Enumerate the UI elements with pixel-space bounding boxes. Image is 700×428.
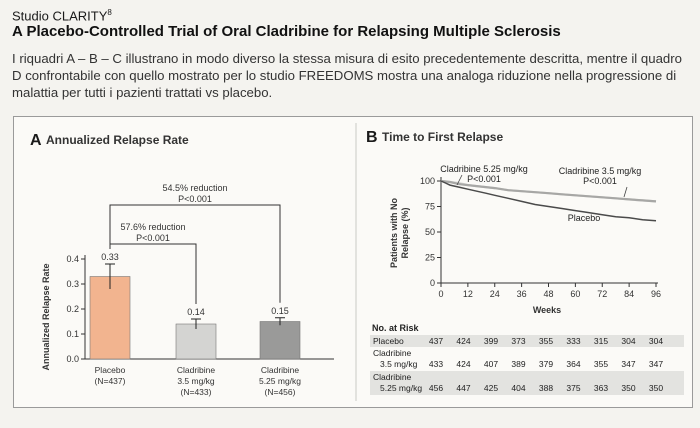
risk-count: 375 bbox=[566, 383, 580, 393]
callout-label: Cladribine 5.25 mg/kg bbox=[440, 164, 528, 174]
reduction-label: 57.6% reduction bbox=[120, 222, 185, 232]
risk-count: 379 bbox=[539, 359, 553, 369]
category-label: 3.5 mg/kg bbox=[177, 376, 215, 386]
callout-label: Cladribine 3.5 mg/kg bbox=[559, 166, 642, 176]
panel-b-x-axis-label: Weeks bbox=[533, 305, 561, 315]
risk-count: 304 bbox=[621, 336, 635, 346]
callout-label: Placebo bbox=[568, 213, 601, 223]
risk-row-label: 3.5 mg/kg bbox=[380, 359, 418, 369]
bar bbox=[175, 323, 217, 360]
risk-count: 363 bbox=[594, 383, 608, 393]
risk-table-title: No. at Risk bbox=[372, 323, 420, 333]
risk-row-label: Cladribine bbox=[373, 372, 412, 382]
panel-b-x-tick-label: 72 bbox=[597, 289, 607, 299]
panel-a-y-tick-label: 0.2 bbox=[66, 304, 79, 314]
panel-b-x-tick-label: 48 bbox=[543, 289, 553, 299]
risk-count: 447 bbox=[456, 383, 470, 393]
risk-count: 347 bbox=[621, 359, 635, 369]
panel-b-x-tick-label: 24 bbox=[490, 289, 500, 299]
study-kicker: Studio CLARITY8 bbox=[12, 8, 112, 24]
risk-count: 433 bbox=[429, 359, 443, 369]
risk-count: 350 bbox=[621, 383, 635, 393]
significance-bracket bbox=[109, 204, 281, 303]
page-title: A Placebo-Controlled Trial of Oral Cladr… bbox=[12, 23, 561, 40]
risk-count: 355 bbox=[594, 359, 608, 369]
panel-b-x-tick-label: 60 bbox=[570, 289, 580, 299]
callout-leader bbox=[456, 174, 463, 186]
panel-b-y-tick-label: 25 bbox=[425, 253, 435, 263]
panel-a-y-tick-label: 0.1 bbox=[66, 329, 79, 339]
panel-a-letter: A bbox=[30, 132, 42, 149]
panel-a-y-tick-label: 0.3 bbox=[66, 279, 79, 289]
panel-b-y-tick-label: 50 bbox=[425, 227, 435, 237]
panel-a-title: Annualized Relapse Rate bbox=[46, 133, 189, 147]
panel-b-y-axis-label-line1: Patients with No bbox=[389, 198, 399, 269]
km-series-line bbox=[440, 179, 657, 203]
risk-count: 304 bbox=[649, 336, 663, 346]
bar-value-label: 0.14 bbox=[187, 307, 205, 317]
risk-count: 424 bbox=[456, 336, 470, 346]
p-value-label: P<0.001 bbox=[136, 233, 170, 243]
risk-count: 407 bbox=[484, 359, 498, 369]
bar-value-label: 0.15 bbox=[271, 306, 289, 316]
risk-count: 404 bbox=[511, 383, 525, 393]
intro-paragraph: I riquadri A – B – C illustrano in modo … bbox=[12, 51, 682, 100]
risk-row-label: Placebo bbox=[373, 336, 404, 346]
panel-b-y-tick-label: 75 bbox=[425, 202, 435, 212]
callout-label: P<0.001 bbox=[467, 174, 501, 184]
risk-count: 389 bbox=[511, 359, 525, 369]
risk-count: 347 bbox=[649, 359, 663, 369]
risk-count: 456 bbox=[429, 383, 443, 393]
panel-a-bar-chart: A Annualized Relapse Rate Annualized Rel… bbox=[30, 132, 334, 397]
risk-count: 399 bbox=[484, 336, 498, 346]
category-label: (N=433) bbox=[181, 387, 212, 397]
panel-b-y-tick-label: 100 bbox=[420, 176, 435, 186]
panel-b-x-tick-label: 96 bbox=[651, 289, 661, 299]
panel-b-letter: B bbox=[366, 129, 378, 146]
risk-table-row bbox=[370, 371, 684, 395]
bar bbox=[259, 321, 301, 360]
risk-count: 333 bbox=[566, 336, 580, 346]
panel-b-x-tick-label: 36 bbox=[517, 289, 527, 299]
category-label: Cladribine bbox=[261, 365, 300, 375]
risk-count: 388 bbox=[539, 383, 553, 393]
panel-b-y-axis-label-line2: Relapse (%) bbox=[400, 207, 410, 258]
km-series-line bbox=[440, 180, 657, 222]
risk-count: 425 bbox=[484, 383, 498, 393]
callout-leader bbox=[623, 186, 628, 198]
panel-a-y-tick-label: 0.4 bbox=[66, 254, 79, 264]
bar bbox=[89, 276, 131, 360]
risk-count: 373 bbox=[511, 336, 525, 346]
risk-row-label: Cladribine bbox=[373, 348, 412, 358]
callout-label: P<0.001 bbox=[583, 176, 617, 186]
risk-count: 315 bbox=[594, 336, 608, 346]
category-label: (N=456) bbox=[265, 387, 296, 397]
risk-count: 350 bbox=[649, 383, 663, 393]
bar-value-label: 0.33 bbox=[101, 252, 119, 262]
panel-b-x-tick-label: 0 bbox=[438, 289, 443, 299]
panel-a-y-tick-label: 0.0 bbox=[66, 354, 79, 364]
figure-svg: A Annualized Relapse Rate Annualized Rel… bbox=[30, 123, 684, 401]
reduction-label: 54.5% reduction bbox=[162, 183, 227, 193]
panel-b-line-chart: B Time to First Relapse Patients with No… bbox=[366, 129, 684, 395]
category-label: Cladribine bbox=[177, 365, 216, 375]
risk-count: 437 bbox=[429, 336, 443, 346]
risk-count: 364 bbox=[566, 359, 580, 369]
panel-b-x-tick-label: 12 bbox=[463, 289, 473, 299]
risk-row-label: 5.25 mg/kg bbox=[380, 383, 422, 393]
category-label: Placebo bbox=[95, 365, 126, 375]
risk-count: 355 bbox=[539, 336, 553, 346]
reference-superscript: 8 bbox=[107, 8, 112, 17]
category-label: (N=437) bbox=[95, 376, 126, 386]
risk-table-row bbox=[370, 335, 684, 347]
p-value-label: P<0.001 bbox=[178, 194, 212, 204]
panel-a-y-axis-label: Annualized Relapse Rate bbox=[41, 263, 51, 370]
risk-table-row bbox=[370, 347, 684, 371]
figure-panel: A Annualized Relapse Rate Annualized Rel… bbox=[13, 116, 693, 408]
category-label: 5.25 mg/kg bbox=[259, 376, 301, 386]
panel-b-x-tick-label: 84 bbox=[624, 289, 634, 299]
risk-count: 424 bbox=[456, 359, 470, 369]
panel-b-y-tick-label: 0 bbox=[430, 278, 435, 288]
panel-b-title: Time to First Relapse bbox=[382, 130, 503, 144]
